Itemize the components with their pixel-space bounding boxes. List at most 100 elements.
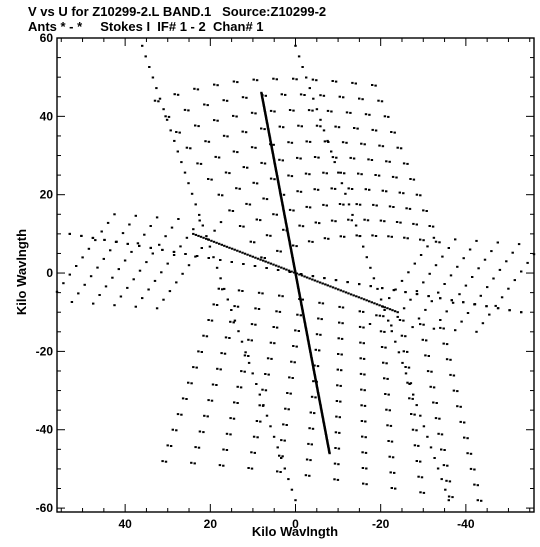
data-point [268, 137, 272, 140]
data-point [308, 348, 312, 351]
data-point [250, 467, 254, 470]
data-point [312, 97, 315, 100]
data-point [300, 304, 303, 306]
data-point [172, 250, 176, 253]
data-point [364, 420, 367, 423]
data-point [485, 305, 488, 308]
data-point [290, 488, 294, 491]
data-point [296, 282, 299, 285]
data-point [276, 269, 280, 271]
data-point [314, 348, 317, 351]
data-point [102, 257, 105, 260]
data-point [313, 156, 317, 158]
data-point [216, 119, 219, 122]
data-point [305, 331, 308, 334]
data-point [323, 140, 327, 143]
data-point [301, 66, 304, 68]
data-point [323, 424, 326, 427]
data-point [278, 158, 281, 161]
data-point [176, 150, 179, 153]
data-point [273, 342, 276, 345]
data-point [225, 432, 229, 435]
data-point [280, 199, 283, 202]
data-point [206, 104, 209, 107]
data-point [272, 435, 276, 438]
data-point [281, 295, 284, 298]
data-point [196, 162, 199, 165]
data-point [164, 235, 167, 238]
data-point [322, 423, 326, 426]
data-point [440, 478, 443, 481]
data-point [365, 256, 368, 259]
data-point [383, 377, 386, 380]
data-point [387, 115, 390, 118]
data-point [449, 274, 453, 277]
data-point [451, 496, 454, 499]
data-point [376, 287, 379, 290]
data-point [294, 273, 297, 276]
data-point [459, 420, 462, 423]
data-point [238, 225, 242, 227]
data-point [319, 118, 322, 121]
data-point [278, 187, 281, 190]
data-point [121, 232, 125, 235]
data-point [269, 140, 272, 143]
data-point [380, 346, 384, 348]
data-point [280, 200, 284, 203]
data-point [463, 436, 466, 439]
data-point [381, 189, 384, 192]
data-point [213, 83, 216, 86]
data-point [200, 247, 203, 249]
data-point [235, 115, 238, 118]
data-point [267, 261, 270, 264]
data-point [356, 127, 359, 130]
data-point [357, 296, 361, 299]
data-point [279, 195, 283, 198]
data-point [278, 189, 282, 192]
data-point [357, 172, 360, 175]
data-point [260, 161, 263, 164]
data-point [360, 404, 363, 407]
data-point [312, 367, 315, 370]
data-point [413, 413, 416, 416]
data-point [449, 373, 452, 376]
data-point [424, 308, 427, 311]
data-point [315, 108, 319, 111]
data-point [398, 319, 402, 321]
data-point [343, 172, 346, 175]
data-point [220, 243, 223, 246]
data-point [415, 223, 418, 226]
data-point [224, 171, 228, 174]
data-point [378, 144, 381, 147]
data-point [363, 143, 366, 146]
data-point [428, 272, 431, 275]
data-point [92, 302, 95, 305]
data-point [231, 210, 235, 212]
data-point [419, 491, 422, 494]
data-point [391, 456, 395, 459]
data-point [308, 474, 311, 477]
data-point [402, 192, 405, 195]
data-point [334, 431, 338, 434]
data-point [406, 237, 409, 240]
data-point [297, 330, 300, 332]
data-point [294, 499, 297, 502]
data-point [390, 487, 393, 489]
data-point [400, 334, 404, 337]
data-point [273, 160, 276, 163]
data-point [267, 373, 270, 376]
data-point [157, 100, 160, 103]
data-point [342, 290, 345, 293]
data-point [221, 194, 224, 197]
data-point [358, 310, 361, 313]
data-point [347, 187, 350, 190]
data-point [434, 240, 438, 243]
data-point [279, 250, 282, 253]
data-point [349, 156, 352, 159]
data-point [149, 246, 152, 249]
data-point [319, 333, 322, 336]
data-point [203, 103, 206, 106]
data-point [228, 246, 231, 249]
data-point [334, 287, 337, 290]
data-point [255, 79, 259, 82]
